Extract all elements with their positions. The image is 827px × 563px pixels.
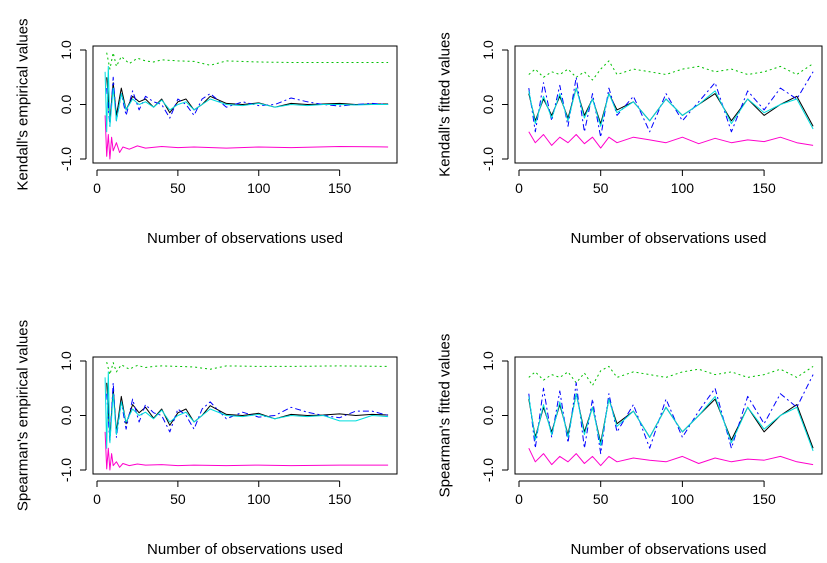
y-tick-label: 1.0 <box>58 351 74 371</box>
y-tick-label: -1.0 <box>58 458 74 482</box>
x-tick-label: 0 <box>515 491 523 507</box>
x-tick-label: 50 <box>593 180 609 196</box>
y-tick-label: 0.0 <box>58 406 74 426</box>
series-line-2 <box>528 131 814 149</box>
x-tick-label: 50 <box>593 491 609 507</box>
series-line-5 <box>528 393 814 452</box>
x-tick-label: 100 <box>671 180 695 196</box>
x-tick-label: 150 <box>328 180 352 196</box>
y-axis-title: Kendall's empirical values <box>15 18 32 190</box>
x-tick-label: 100 <box>247 180 271 196</box>
y-axis-title: Kendall's fitted values <box>437 32 454 177</box>
x-tick-label: 100 <box>247 491 271 507</box>
chart-panel-3: 0 50 100 150 -1.0 0.0 1.0 Number of observation… <box>15 320 398 558</box>
y-tick-label: 0.0 <box>58 95 74 115</box>
panels: 0 50 100 150 -1.0 0.0 1.0 Number of observation… <box>15 18 823 558</box>
plot-frame <box>514 45 823 164</box>
series-line-4 <box>528 71 814 138</box>
x-axis-title: Number of observations used <box>147 541 343 558</box>
x-tick-label: 150 <box>752 180 776 196</box>
plot-frame <box>92 356 398 475</box>
y-tick-label: -1.0 <box>480 147 496 171</box>
y-tick-label: 1.0 <box>58 40 74 60</box>
chart-panel-4: 0 50 100 150 -1.0 0.0 1.0 Number of observation… <box>437 334 823 558</box>
y-tick-label: -1.0 <box>480 458 496 482</box>
series-line-2 <box>104 115 389 160</box>
series-line-3 <box>106 77 389 122</box>
series-group <box>528 365 814 467</box>
x-tick-label: 100 <box>671 491 695 507</box>
x-tick-label: 0 <box>93 491 101 507</box>
series-line-4 <box>106 76 389 127</box>
x-tick-label: 50 <box>170 491 186 507</box>
x-axis-title: Number of observations used <box>571 230 767 247</box>
series-line-2 <box>104 431 389 471</box>
series-group <box>104 361 389 471</box>
chart-panel-1: 0 50 100 150 -1.0 0.0 1.0 Number of observation… <box>15 18 398 247</box>
x-tick-label: 50 <box>170 180 186 196</box>
plot-frame <box>514 356 823 475</box>
x-axis-title: Number of observations used <box>147 230 343 247</box>
series-group <box>528 60 814 149</box>
series-line-5 <box>528 87 814 130</box>
series-line-5 <box>104 371 389 449</box>
y-tick-label: 0.0 <box>480 406 496 426</box>
plot-frame <box>92 45 398 164</box>
series-line-5 <box>104 65 389 133</box>
x-tick-label: 0 <box>93 180 101 196</box>
x-axis-title: Number of observations used <box>571 541 767 558</box>
y-tick-label: 0.0 <box>480 95 496 115</box>
series-line-4 <box>106 382 389 444</box>
x-tick-label: 0 <box>515 180 523 196</box>
series-group <box>104 52 389 160</box>
y-axis-title: Spearman's empirical values <box>15 320 32 511</box>
series-line-1 <box>528 60 814 81</box>
y-axis-title: Spearman's fitted values <box>437 334 454 498</box>
series-line-2 <box>528 447 814 467</box>
chart-panel-2: 0 50 100 150 -1.0 0.0 1.0 Number of observation… <box>437 32 823 247</box>
y-tick-label: 1.0 <box>480 351 496 371</box>
y-tick-label: 1.0 <box>480 40 496 60</box>
y-tick-label: -1.0 <box>58 147 74 171</box>
x-tick-label: 150 <box>328 491 352 507</box>
series-line-1 <box>106 52 389 70</box>
x-tick-label: 150 <box>752 491 776 507</box>
